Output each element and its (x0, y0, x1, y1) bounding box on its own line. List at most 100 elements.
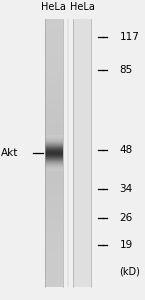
Bar (73, 150, 91, 151)
Bar (45, 255, 63, 256)
Bar (45, 263, 63, 264)
Bar (73, 55, 91, 56)
Bar (45, 86, 63, 87)
Bar (45, 145, 63, 146)
Bar (45, 130, 63, 131)
Bar (73, 144, 91, 145)
Bar (73, 204, 91, 205)
Bar (73, 240, 91, 241)
Bar (73, 252, 91, 253)
Bar (45, 236, 63, 237)
Bar (45, 117, 63, 118)
Bar (45, 184, 63, 185)
Bar (45, 75, 63, 76)
Bar (45, 102, 63, 103)
Bar (73, 224, 91, 225)
Bar (73, 159, 91, 160)
Bar (73, 128, 91, 129)
Bar (73, 146, 91, 147)
Bar (45, 193, 63, 194)
Bar (45, 168, 63, 169)
Bar (73, 188, 91, 189)
Bar (73, 158, 91, 159)
Bar (73, 30, 91, 31)
Bar (73, 122, 91, 123)
Bar (73, 269, 91, 270)
Bar (73, 161, 91, 162)
Bar (45, 142, 63, 143)
Bar (45, 185, 63, 186)
Bar (45, 285, 63, 286)
Bar (73, 47, 91, 48)
Bar (45, 239, 63, 240)
Bar (45, 128, 63, 129)
Bar (73, 61, 91, 62)
Bar (73, 237, 91, 238)
Bar (73, 259, 91, 260)
Bar (45, 154, 63, 155)
Bar (73, 73, 91, 74)
Bar (45, 153, 63, 154)
Bar (45, 208, 63, 209)
Bar (73, 110, 91, 111)
Bar (45, 173, 63, 174)
Bar (73, 167, 91, 168)
Bar (45, 269, 63, 270)
Bar (73, 114, 91, 115)
Bar (45, 122, 63, 123)
Bar (73, 257, 91, 258)
Bar (45, 202, 63, 203)
Bar (73, 175, 91, 176)
Bar (45, 111, 63, 112)
Bar (45, 281, 63, 282)
Bar (45, 118, 63, 119)
Bar (73, 42, 91, 43)
Bar (45, 162, 63, 163)
Bar (73, 272, 91, 273)
Bar (73, 282, 91, 283)
Bar (45, 105, 63, 106)
Bar (45, 88, 63, 89)
Bar (73, 71, 91, 72)
Bar (45, 116, 63, 117)
Bar (45, 23, 63, 24)
Bar (73, 45, 91, 46)
Bar (73, 220, 91, 221)
Bar (73, 49, 91, 50)
Bar (73, 151, 91, 152)
Bar (73, 104, 91, 105)
Bar (45, 274, 63, 275)
Bar (73, 274, 91, 275)
Bar (73, 176, 91, 177)
Bar (45, 258, 63, 259)
Bar (45, 61, 63, 62)
Bar (45, 174, 63, 175)
Bar (73, 264, 91, 265)
Bar (73, 183, 91, 184)
Bar (73, 179, 91, 180)
Bar (73, 100, 91, 101)
Bar (45, 231, 63, 232)
Bar (73, 172, 91, 173)
Bar (73, 133, 91, 134)
Bar (73, 212, 91, 213)
Bar (73, 239, 91, 240)
Bar (45, 36, 63, 37)
Bar (45, 135, 63, 136)
Bar (73, 85, 91, 86)
Bar (73, 136, 91, 137)
Bar (45, 53, 63, 54)
Bar (45, 127, 63, 128)
Bar (45, 40, 63, 41)
Bar (45, 150, 63, 151)
Bar (45, 32, 63, 33)
Bar (45, 62, 63, 63)
Bar (45, 21, 63, 22)
Bar (45, 50, 63, 51)
Bar (73, 196, 91, 197)
Bar (45, 56, 63, 57)
Bar (45, 265, 63, 266)
Bar (73, 277, 91, 278)
Bar (45, 206, 63, 207)
Bar (45, 169, 63, 170)
